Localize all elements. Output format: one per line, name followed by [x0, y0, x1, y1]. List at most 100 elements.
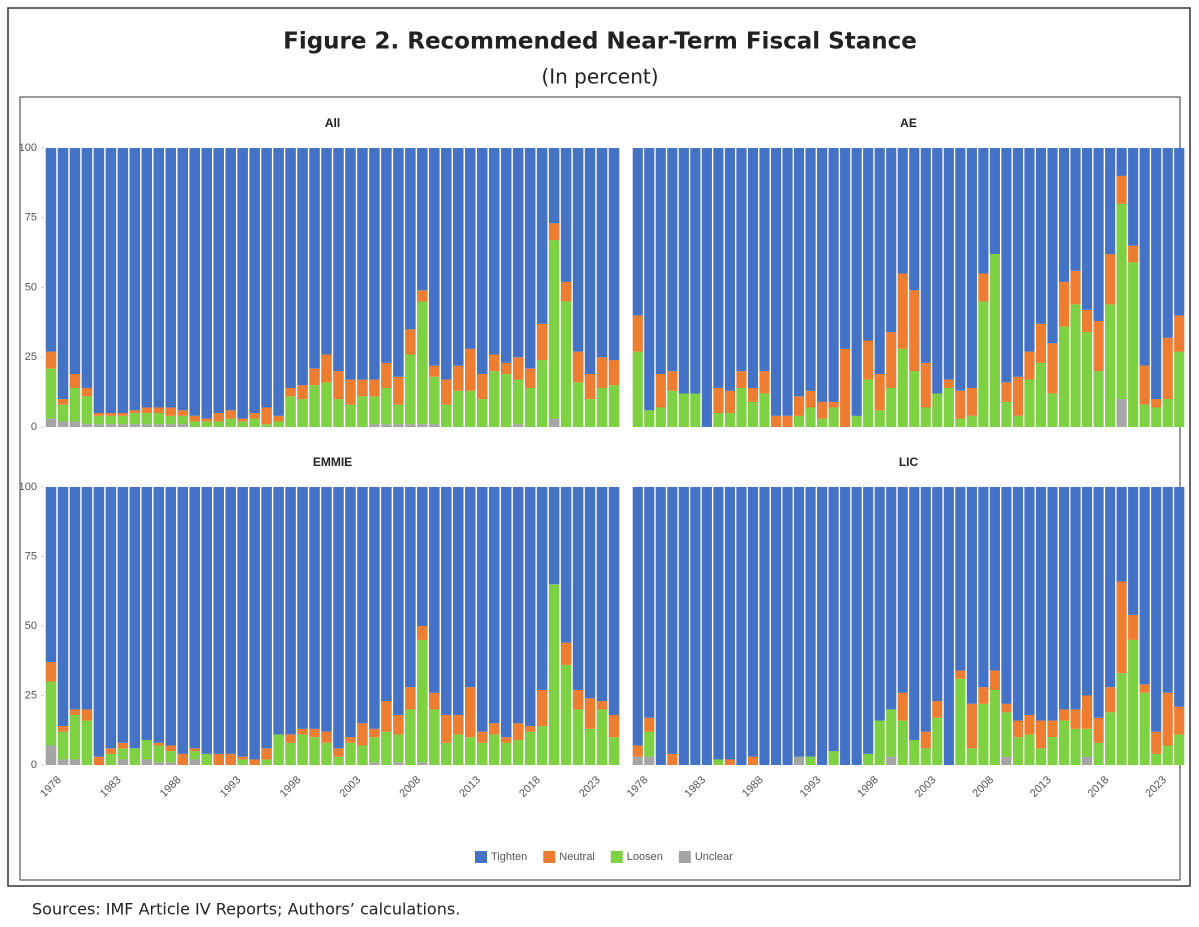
bar-segment [655, 373, 666, 408]
bar-segment [1058, 487, 1070, 710]
bar-segment [1047, 393, 1058, 427]
bar-segment [261, 487, 272, 749]
bar-segment [897, 487, 908, 693]
bar-segment [632, 756, 643, 765]
bar-segment [886, 756, 897, 765]
bar-segment [596, 357, 608, 388]
bar-segment [608, 360, 620, 386]
bar-segment [69, 373, 81, 388]
bar-segment [1012, 148, 1024, 377]
bar-segment [189, 759, 201, 765]
bar-segment [117, 415, 129, 425]
bar-segment [770, 415, 782, 427]
x-tick-label: 1998 [855, 774, 881, 800]
bar-segment [955, 148, 966, 391]
bar-segment [1024, 351, 1035, 380]
bar-segment [1174, 315, 1185, 352]
bar-segment [560, 642, 572, 665]
bar-segment [909, 487, 920, 740]
bar-segment [297, 148, 308, 386]
bar-segment [920, 407, 931, 427]
bar-segment [608, 487, 620, 715]
bar-segment [1082, 309, 1093, 333]
bar-segment [863, 753, 874, 765]
bar-segment [584, 373, 596, 400]
bar-segment [886, 148, 897, 333]
bar-segment [93, 148, 105, 414]
bar-segment [1093, 487, 1104, 718]
bar-segment [81, 148, 93, 388]
bar-segment [897, 273, 908, 349]
bar-segment [548, 584, 560, 765]
bar-segment [1116, 203, 1127, 400]
bar-segment [1151, 399, 1162, 408]
bar-segment [713, 148, 724, 388]
x-tick-label: 1998 [278, 774, 304, 800]
bar-segment [417, 424, 428, 427]
bar-segment [464, 148, 476, 349]
bar-segment [512, 487, 524, 724]
bar-segment [817, 418, 828, 427]
bar-segment [1082, 148, 1093, 310]
bar-segment [1139, 487, 1150, 685]
bar-segment [273, 734, 284, 765]
bar-segment [105, 753, 117, 765]
bar-segment [572, 487, 584, 690]
bar-segment [572, 382, 584, 427]
bar-segment [1162, 692, 1173, 746]
bar-segment [1139, 692, 1150, 765]
bar-segment [476, 399, 488, 427]
bar-segment [393, 714, 404, 735]
bar-segment [417, 487, 428, 626]
bar-segment [608, 385, 620, 427]
bar-segment [1162, 487, 1173, 693]
bar-segment [237, 759, 248, 765]
bar-segment [201, 421, 212, 427]
bar-segment [724, 390, 735, 414]
bar-segment [1001, 148, 1012, 383]
bar-segment [177, 753, 189, 765]
bar-segment [93, 424, 105, 427]
bar-segment [357, 396, 368, 427]
bar-segment [955, 390, 966, 419]
bar-segment [297, 487, 308, 729]
bar-segment [141, 487, 153, 740]
bar-segment [690, 393, 701, 427]
bar-segment [1116, 581, 1127, 674]
bar-segment [1047, 343, 1058, 394]
bar-segment [321, 382, 332, 427]
bar-segment [381, 362, 392, 388]
bar-segment [141, 759, 153, 765]
y-tick-label: 50 [25, 620, 37, 632]
bar-segment [177, 410, 189, 416]
bar-segment [464, 687, 476, 738]
bar-segment [177, 487, 189, 754]
bar-segment [297, 385, 308, 400]
bar-segment [943, 148, 954, 380]
bar-segment [817, 401, 828, 419]
bar-segment [886, 709, 897, 757]
bar-segment [828, 148, 839, 402]
bar-segment [966, 703, 977, 749]
bar-segment [141, 407, 153, 414]
bar-segment [273, 415, 284, 422]
bar-segment [345, 148, 356, 380]
bar-segment [261, 148, 272, 408]
bar-segment [165, 424, 177, 427]
bar-segment [724, 413, 735, 427]
bar-segment [608, 737, 620, 765]
bar-segment [417, 639, 428, 763]
bar-segment [1116, 148, 1127, 176]
bar-segment [1070, 270, 1081, 305]
bar-segment [932, 148, 943, 394]
legend-swatch [475, 851, 487, 863]
bar-segment [632, 148, 643, 316]
bar-segment [1116, 399, 1127, 427]
y-tick-label: 25 [25, 689, 37, 701]
bar-segment [955, 670, 966, 679]
bar-segment [1012, 487, 1024, 721]
y-tick-label: 100 [19, 142, 37, 154]
bar-segment [1093, 742, 1104, 765]
bar-segment [369, 424, 380, 427]
